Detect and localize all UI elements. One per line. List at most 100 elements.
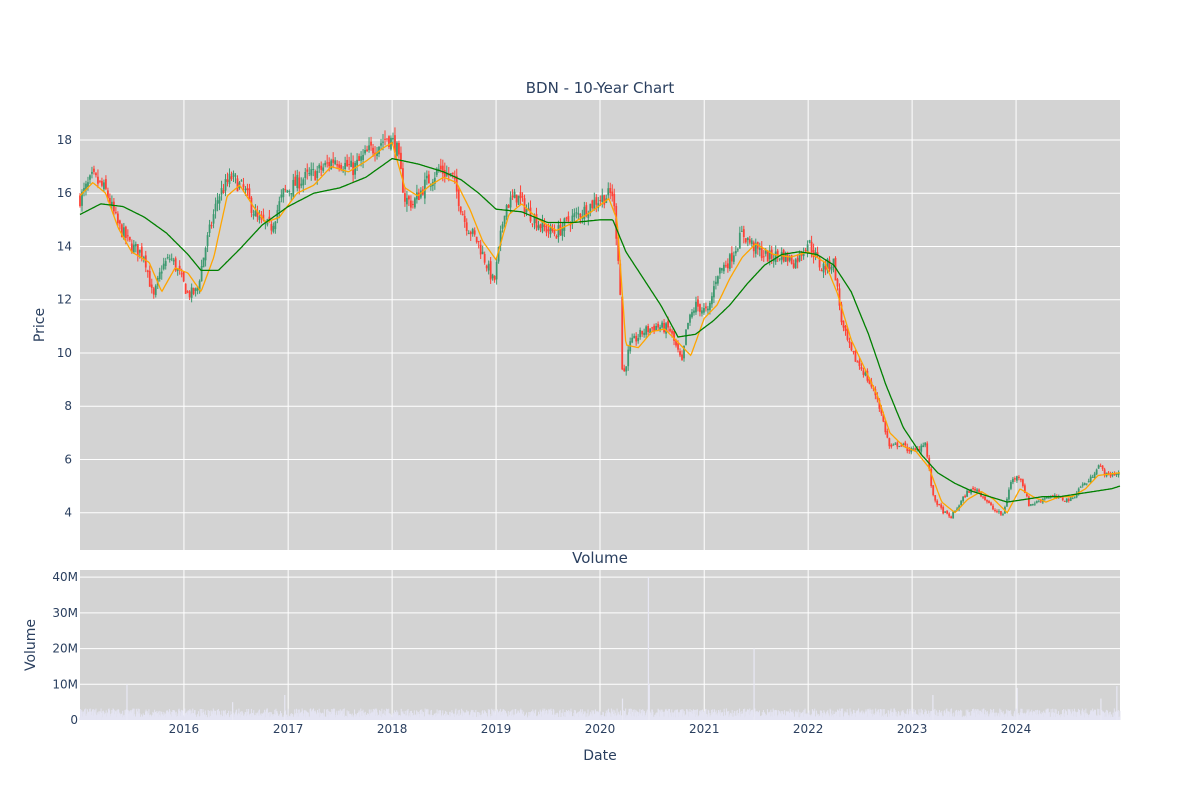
- candle-up: [300, 183, 303, 186]
- candle-down: [326, 162, 329, 164]
- candle-up: [1087, 481, 1090, 483]
- candle-down: [760, 246, 763, 259]
- candle-down: [850, 342, 853, 351]
- candle-down: [507, 204, 510, 208]
- candle-down: [519, 192, 522, 199]
- candle-down: [521, 196, 524, 198]
- candle-up: [198, 281, 201, 290]
- candle-down: [101, 180, 103, 186]
- candle-down: [210, 225, 213, 227]
- candle-up: [830, 267, 833, 271]
- candle-up: [292, 179, 295, 197]
- candle-down: [906, 446, 909, 452]
- candle-up: [449, 173, 452, 175]
- candle-up: [802, 252, 805, 257]
- candle-up: [722, 264, 725, 272]
- candle-down: [124, 226, 127, 238]
- candle-down: [752, 242, 755, 252]
- candle-up: [912, 448, 915, 450]
- candle-down: [256, 211, 259, 218]
- candle-down: [262, 214, 265, 221]
- candle-down: [699, 304, 701, 312]
- candle-up: [1031, 504, 1034, 506]
- candle-up: [627, 349, 630, 367]
- candle-up: [1037, 501, 1040, 503]
- candle-up: [425, 175, 428, 179]
- candle-down: [182, 271, 185, 282]
- candle-up: [216, 200, 219, 204]
- candle-up: [208, 224, 211, 234]
- candle-down: [1067, 499, 1070, 501]
- candle-up: [661, 322, 663, 328]
- candle-down: [118, 220, 121, 224]
- candle-up: [689, 314, 691, 323]
- date-axis-label: Date: [583, 748, 616, 764]
- candle-down: [178, 265, 181, 271]
- candle-down: [908, 449, 911, 452]
- candle-up: [302, 179, 305, 186]
- candle-down: [126, 235, 129, 237]
- candle-up: [200, 266, 203, 282]
- candle-down: [609, 187, 612, 193]
- candle-up: [806, 244, 809, 253]
- candle-up: [344, 162, 347, 170]
- candle-up: [224, 179, 227, 191]
- candle-up: [587, 214, 590, 219]
- candle-down: [439, 165, 442, 170]
- candle-down: [93, 168, 95, 172]
- candle-up: [435, 168, 438, 175]
- candle-down: [489, 261, 492, 280]
- candle-down: [984, 496, 986, 501]
- candle-up: [278, 201, 281, 212]
- candle-down: [306, 169, 309, 172]
- candle-up: [728, 254, 731, 269]
- candle-up: [202, 257, 205, 268]
- moving-average-long-line: [79, 157, 1121, 503]
- candle-up: [85, 183, 87, 190]
- x-tick-label: 2016: [169, 722, 200, 736]
- candle-up: [503, 215, 506, 224]
- candle-down: [880, 407, 883, 414]
- candle-down: [457, 189, 460, 207]
- candle-down: [95, 173, 97, 176]
- candle-up: [487, 263, 490, 271]
- candle-down: [926, 443, 929, 457]
- x-tick-label: 2018: [377, 722, 408, 736]
- candle-down: [408, 196, 410, 200]
- candle-down: [617, 237, 620, 261]
- candle-up: [822, 263, 825, 273]
- x-tick-label: 2021: [689, 722, 720, 736]
- candle-up: [110, 201, 113, 206]
- candle-down: [599, 200, 602, 202]
- candle-up: [734, 251, 737, 254]
- candle-down: [836, 279, 839, 287]
- candle-up: [176, 268, 179, 271]
- price-y-tick-label: 14: [57, 239, 72, 253]
- candle-up: [509, 197, 512, 208]
- candle-up: [1081, 484, 1084, 486]
- candle-up: [557, 225, 560, 237]
- candle-down: [270, 224, 273, 231]
- candle-down: [144, 255, 147, 268]
- candle-down: [828, 260, 831, 269]
- candle-down: [744, 238, 747, 243]
- candle-up: [1117, 472, 1120, 476]
- candle-down: [559, 224, 562, 236]
- candle-down: [186, 291, 189, 293]
- candle-up: [711, 296, 713, 305]
- candle-up: [736, 249, 739, 251]
- candle-up: [1077, 488, 1080, 494]
- candle-up: [1095, 469, 1098, 475]
- candle-down: [681, 354, 683, 360]
- candle-down: [673, 331, 675, 341]
- candle-down: [862, 370, 865, 375]
- candle-up: [103, 182, 105, 190]
- candle-up: [645, 326, 648, 335]
- candle-down: [453, 177, 456, 179]
- volume-y-tick-label: 40M: [52, 570, 78, 584]
- candle-down: [657, 323, 659, 328]
- candle-up: [318, 164, 321, 169]
- candle-up: [631, 337, 634, 343]
- candle-down: [1027, 496, 1030, 507]
- candle-up: [274, 221, 277, 230]
